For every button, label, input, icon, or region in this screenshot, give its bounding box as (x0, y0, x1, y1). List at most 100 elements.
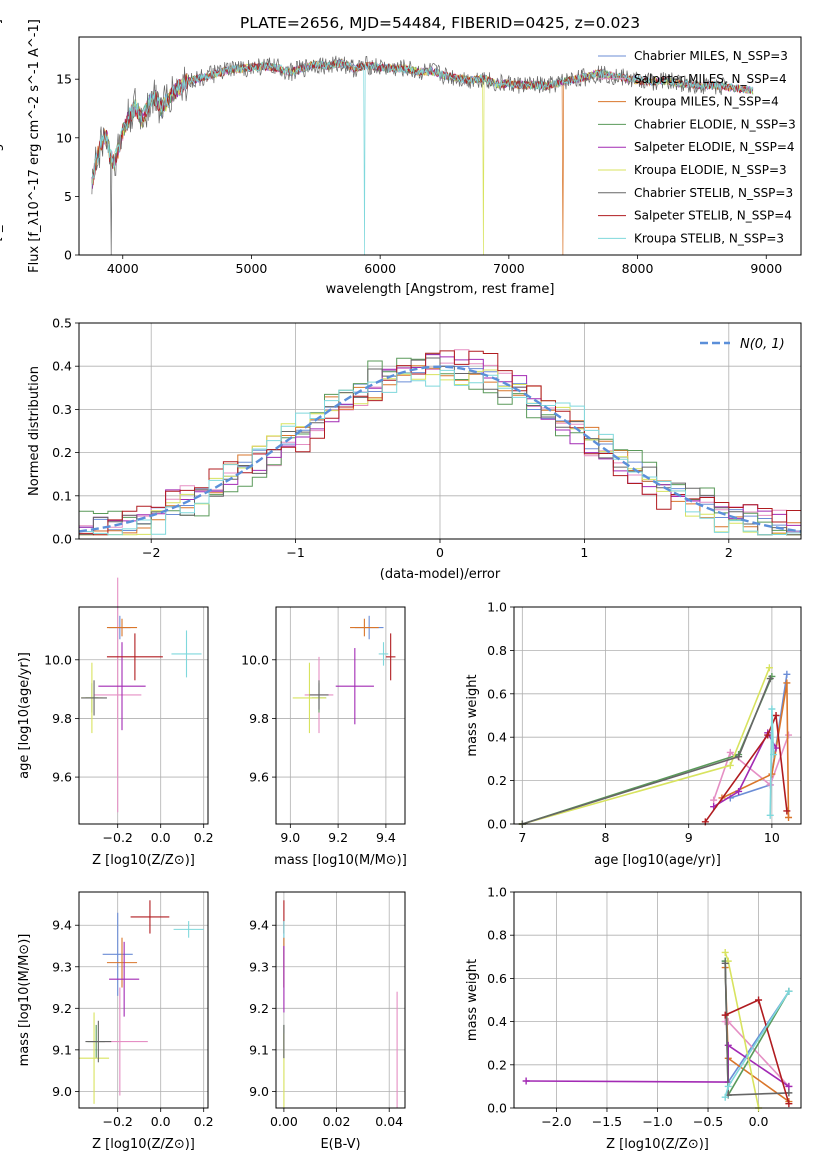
weight-marker (766, 675, 774, 683)
y-tick-label: 0.8 (487, 928, 507, 943)
y-tick-label: 0.4 (487, 1014, 507, 1029)
y-tick-label: 0.0 (487, 817, 507, 832)
weight-marker (721, 1011, 729, 1019)
weight-marker (765, 664, 773, 672)
weight-marker (724, 1082, 732, 1090)
weight-marker (735, 753, 743, 761)
legend-entry: Salpeter MILES, N_SSP=4 (634, 72, 787, 86)
weight-marker (755, 996, 763, 1004)
x-axis-label: (data-model)/error (380, 567, 501, 582)
x-axis-label: Z [log10(Z/Z⊙)] (606, 1137, 709, 1152)
x-tick-label: 7 (518, 830, 526, 845)
x-tick-label: 9 (685, 830, 693, 845)
weight-marker (764, 731, 772, 739)
weight-marker (721, 959, 729, 967)
x-tick-label: −2.0 (541, 1114, 571, 1129)
y-tick-label: 0.3 (52, 402, 72, 417)
legend-entry: Kroupa STELIB, N_SSP=3 (634, 231, 784, 245)
y-tick-label: 10.0 (241, 652, 269, 667)
x-axis-label: wavelength [Angstrom, rest frame] (326, 282, 555, 297)
y-tick-label: 0.8 (487, 643, 507, 658)
x-axis-label: Z [log10(Z/Z⊙)] (92, 853, 195, 868)
x-tick-label: 0.0 (749, 1114, 769, 1129)
x-axis-label: mass [log10(M/M⊙)] (274, 853, 407, 868)
x-tick-label: 0 (436, 545, 444, 560)
legend-entry: Chabrier MILES, N_SSP=3 (634, 49, 788, 63)
x-tick-label: 9.2 (328, 830, 348, 845)
x-tick-label: 0.0 (151, 1114, 171, 1129)
x-tick-label: 5000 (236, 261, 268, 276)
x-tick-label: 10 (764, 830, 780, 845)
x-tick-label: 0.2 (194, 830, 214, 845)
weight-marker (783, 670, 791, 678)
weight-marker (768, 770, 776, 778)
legend-entry: Salpeter ELODIE, N_SSP=4 (634, 140, 795, 154)
y-tick-label: 1.0 (487, 885, 507, 900)
y-tick-label: 9.1 (52, 1042, 72, 1057)
weight-marker (724, 1041, 732, 1049)
normal-curve (78, 365, 802, 533)
x-tick-label: −0.2 (103, 830, 133, 845)
y-tick-label: 5 (64, 189, 72, 204)
x-axis-label: Z [log10(Z/Z⊙)] (92, 1137, 195, 1152)
weight-marker (721, 1093, 729, 1101)
weight-vs-Z-panel: −2.0 −1.5 −1.0 −0.5 0.0 0.0 0.2 0.4 0.6 0.8 1.0 Z [… (465, 885, 802, 1152)
x-tick-label: 0.04 (375, 1114, 403, 1129)
x-tick-label: 0.0 (151, 830, 171, 845)
plot-frame (513, 891, 802, 1109)
x-tick-label: 8 (602, 830, 610, 845)
x-tick-label: 0.2 (194, 1114, 214, 1129)
weight-series-line (724, 967, 790, 1103)
spectrum-panel: 4000 5000 6000 7000 8000 9000 0 5 10 15 Chabrier M… (0, 19, 802, 297)
y-tick-label: 10 (56, 130, 72, 145)
weight-marker (710, 796, 718, 804)
legend-entry: Chabrier STELIB, N_SSP=3 (634, 186, 793, 200)
x-tick-label: 8000 (622, 261, 654, 276)
y-tick-label: 9.8 (249, 711, 269, 726)
weight-marker (721, 948, 729, 956)
mass-vs-ebv-panel: 0.00 0.02 0.04 9.0 9.1 9.2 9.3 9.4 E(B-V) (249, 891, 406, 1152)
mass-vs-Z-panel: −0.2 0.0 0.2 9.0 9.1 9.2 9.3 9.4 Z [log10(Z/Z⊙)]… (17, 891, 214, 1152)
weight-series-line (713, 731, 777, 808)
y-tick-label: 9.3 (249, 959, 269, 974)
y-axis-label: age [log10(age/yr)] (17, 652, 32, 779)
x-tick-label: 9.4 (376, 830, 396, 845)
x-tick-label: −0.2 (103, 1114, 133, 1129)
plot-frame (78, 606, 209, 825)
y-tick-label: 0.5 (52, 316, 72, 331)
weight-marker (783, 679, 791, 687)
weight-marker (770, 751, 778, 759)
plot-frame (78, 36, 802, 256)
plot-frame (78, 322, 802, 540)
y-tick-label: 9.3 (52, 959, 72, 974)
y-tick-label: 9.1 (249, 1042, 269, 1057)
x-tick-label: 4000 (107, 261, 139, 276)
y-tick-label: 0.2 (52, 445, 72, 460)
y-tick-label: 9.0 (249, 1084, 269, 1099)
y-tick-label: 9.2 (249, 1001, 269, 1016)
legend-entry: Chabrier ELODIE, N_SSP=3 (634, 117, 796, 131)
weight-marker (785, 813, 793, 821)
plot-frame (513, 606, 802, 825)
y-axis-label: Normed distribution (27, 366, 42, 496)
legend-entry: Kroupa MILES, N_SSP=4 (634, 95, 779, 109)
y-tick-label: 0.4 (52, 359, 72, 374)
spectrum-series-line (91, 59, 754, 255)
y-tick-label: 0 (64, 248, 72, 263)
x-tick-label: 1 (580, 545, 588, 560)
weight-marker (785, 731, 793, 739)
y-tick-label: 9.4 (52, 918, 72, 933)
weight-series-line (522, 678, 771, 825)
x-tick-label: 9000 (750, 261, 782, 276)
x-axis-label: age [log10(age/yr)] (594, 853, 721, 868)
weight-marker (522, 1077, 530, 1085)
legend-entry: N(0, 1) (740, 337, 785, 352)
y-tick-label: 9.0 (52, 1084, 72, 1099)
x-tick-label: 2 (725, 545, 733, 560)
weight-marker (768, 705, 776, 713)
y-tick-label: 15 (56, 72, 72, 87)
y-tick-label: 9.8 (52, 711, 72, 726)
y-tick-label: 0.6 (487, 971, 507, 986)
y-tick-label: 0.0 (487, 1101, 507, 1116)
